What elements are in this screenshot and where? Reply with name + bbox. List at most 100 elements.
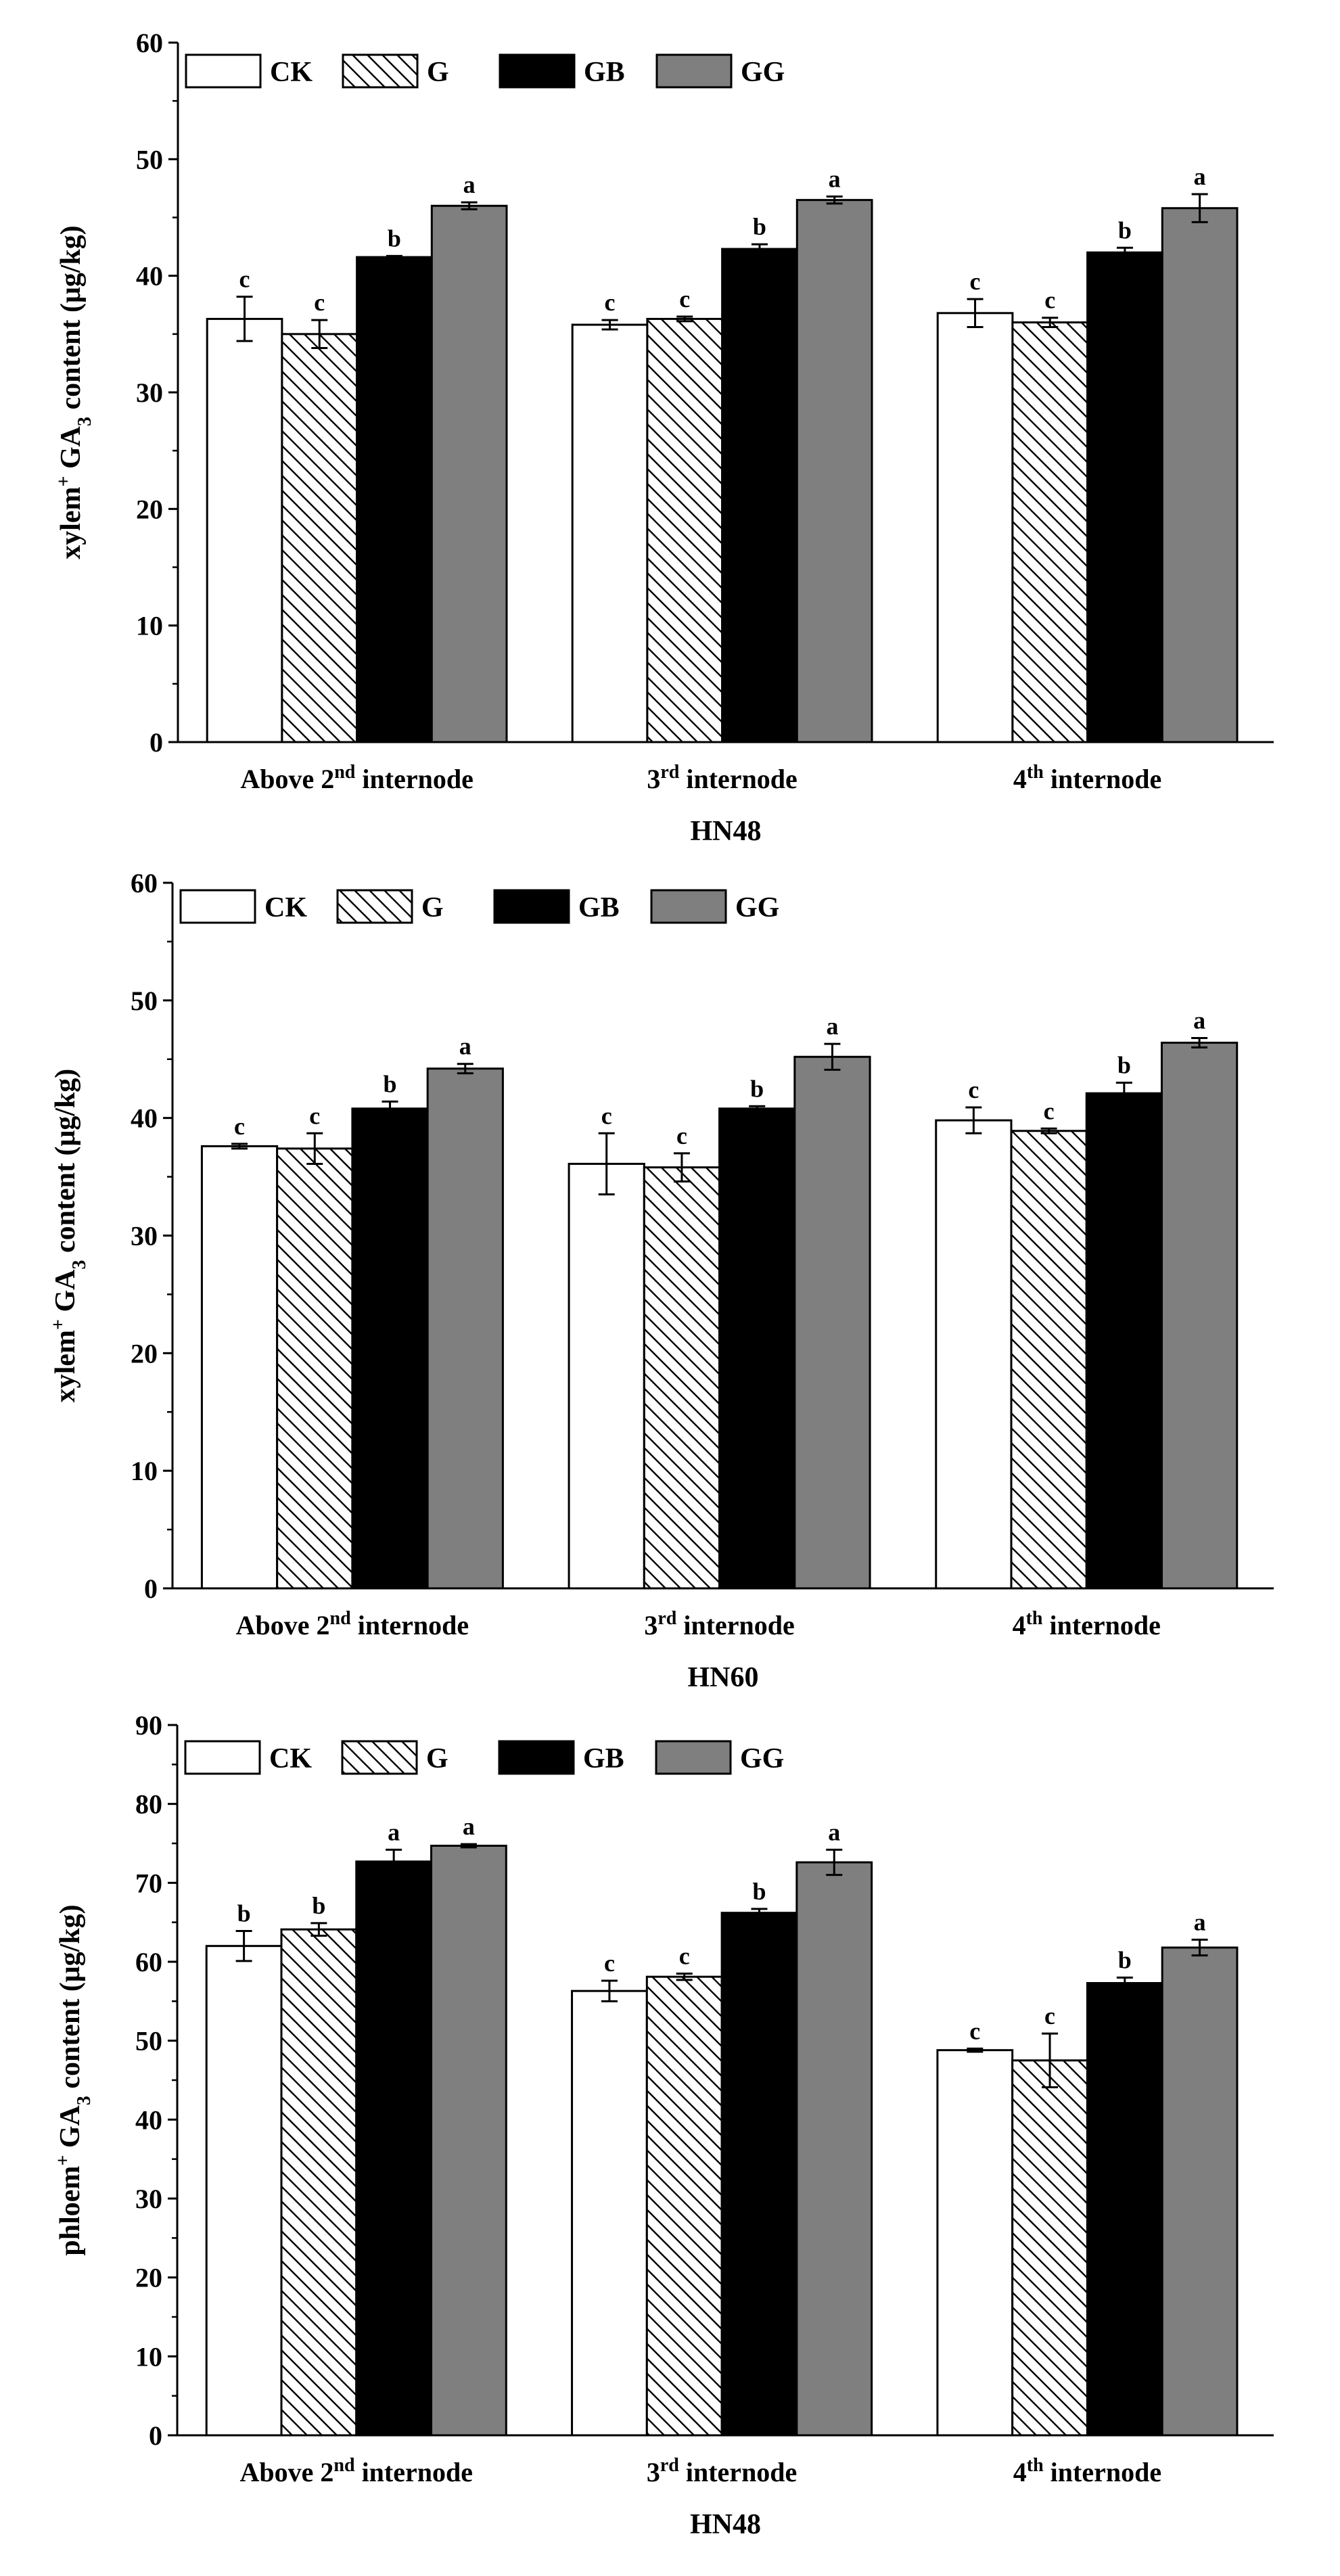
y-tick-label: 60	[136, 28, 163, 58]
significance-letter: c	[605, 289, 616, 316]
legend-swatch-gg	[655, 1740, 732, 1775]
legend-swatch-gg	[655, 53, 733, 89]
legend-label-ck: CK	[269, 1743, 312, 1774]
legend-label-gb: GB	[583, 1743, 624, 1774]
legend-swatch-ck	[179, 889, 256, 924]
legend-label-g: G	[426, 1743, 448, 1774]
significance-letter: c	[1044, 2002, 1055, 2029]
significance-letter: a	[463, 1813, 475, 1840]
significance-letter: a	[463, 171, 476, 198]
legend-label-ck: CK	[264, 892, 307, 923]
significance-letter: b	[384, 1070, 397, 1097]
significance-letter: c	[1044, 1097, 1055, 1124]
x-category-label: 3rd internode	[647, 2455, 797, 2488]
legend-label-gg: GG	[741, 57, 785, 88]
bar-g-2	[646, 317, 724, 743]
bar-gg-3	[1160, 1041, 1239, 1590]
y-tick-label: 50	[131, 986, 158, 1016]
bar-gb-3	[1085, 1092, 1163, 1590]
x-axis-label: HN60	[688, 1662, 759, 1693]
significance-letter: c	[314, 289, 325, 316]
significance-letter: b	[388, 225, 401, 252]
significance-letter: c	[239, 266, 250, 293]
legend-swatch-g	[342, 53, 419, 89]
significance-letter: c	[604, 1950, 615, 1977]
significance-letter: c	[601, 1102, 612, 1129]
legend-label-gg: GG	[735, 892, 779, 923]
y-tick-label: 20	[131, 1338, 158, 1368]
bar-g-1	[280, 1928, 358, 2437]
bar-gb-1	[351, 1107, 429, 1590]
x-category-label: 4th internode	[1013, 2455, 1161, 2488]
x-axis-label: HN48	[690, 2509, 761, 2540]
legend-label-gb: GB	[584, 57, 625, 88]
y-tick-label: 50	[136, 144, 163, 175]
y-tick-label: 10	[136, 611, 163, 641]
significance-letter: c	[1044, 287, 1055, 314]
significance-letter: a	[388, 1818, 400, 1845]
y-tick-label: 0	[144, 1573, 158, 1604]
significance-letter: a	[828, 1818, 840, 1845]
bar-gg-1	[430, 204, 508, 743]
significance-letter: a	[826, 1013, 838, 1040]
legend-swatch-g	[336, 889, 413, 924]
bar-gg-2	[795, 1861, 873, 2437]
y-tick-label: 30	[131, 1221, 158, 1251]
legend-label-g: G	[427, 57, 449, 88]
y-tick-label: 70	[135, 1868, 162, 1898]
bar-ck-3	[936, 312, 1014, 743]
legend-swatch-gb	[498, 1740, 575, 1775]
y-tick-label: 40	[131, 1103, 158, 1134]
significance-letter: c	[970, 268, 981, 295]
legend-swatch-ck	[185, 53, 262, 89]
bar-gb-1	[356, 256, 433, 743]
x-category-label: 4th internode	[1013, 762, 1161, 795]
significance-letter: c	[676, 1122, 687, 1149]
bar-ck-2	[571, 1990, 648, 2437]
bar-g-3	[1011, 321, 1089, 743]
bar-gg-2	[795, 199, 873, 743]
legend-swatch-gb	[493, 889, 570, 924]
bar-g-3	[1010, 1130, 1088, 1590]
significance-letter: b	[1118, 216, 1132, 244]
legend-swatch-g	[341, 1740, 418, 1775]
significance-letter: b	[1118, 1946, 1132, 1973]
bar-g-2	[643, 1166, 721, 1590]
bar-gb-2	[718, 1107, 796, 1590]
chart-panel-3: 0 10 20 30 40 50 60 70 80 90 phloem+ GA3 content (…	[53, 1710, 1274, 2540]
bar-gb-3	[1086, 1982, 1163, 2437]
significance-letter: a	[1194, 1908, 1206, 1935]
y-tick-label: 90	[135, 1710, 162, 1741]
y-tick-label: 10	[135, 2341, 162, 2372]
y-tick-label: 80	[135, 1789, 162, 1820]
y-tick-label: 60	[131, 868, 158, 898]
bar-ck-2	[568, 1162, 645, 1590]
bar-gb-2	[721, 248, 798, 743]
bar-gg-2	[793, 1055, 871, 1590]
bar-gb-1	[355, 1860, 433, 2437]
y-axis-label: phloem+ GA3 content (μg/kg)	[53, 1904, 95, 2255]
bar-ck-3	[935, 1119, 1013, 1590]
significance-letter: a	[459, 1033, 471, 1060]
legend-swatch-ck	[184, 1740, 261, 1775]
x-category-label: Above 2nd internode	[240, 762, 473, 795]
bar-g-1	[276, 1147, 354, 1590]
y-tick-label: 30	[136, 377, 163, 408]
significance-letter: c	[679, 1943, 690, 1970]
bar-ck-1	[205, 1945, 283, 2437]
significance-letter: c	[969, 2017, 980, 2044]
significance-letter: c	[234, 1113, 245, 1140]
bar-gg-1	[430, 1845, 507, 2437]
bar-ck-1	[206, 317, 283, 743]
legend-swatch-gg	[650, 889, 727, 924]
bar-g-1	[281, 333, 359, 743]
x-axis-label: HN48	[691, 816, 762, 847]
bar-gb-2	[720, 1912, 798, 2437]
bar-ck-3	[936, 2049, 1014, 2437]
significance-letter: c	[309, 1102, 320, 1129]
legend-label-g: G	[421, 892, 444, 923]
bar-ck-1	[200, 1145, 279, 1590]
x-category-label: 3rd internode	[647, 762, 797, 795]
x-category-label: Above 2nd internode	[240, 2455, 473, 2488]
